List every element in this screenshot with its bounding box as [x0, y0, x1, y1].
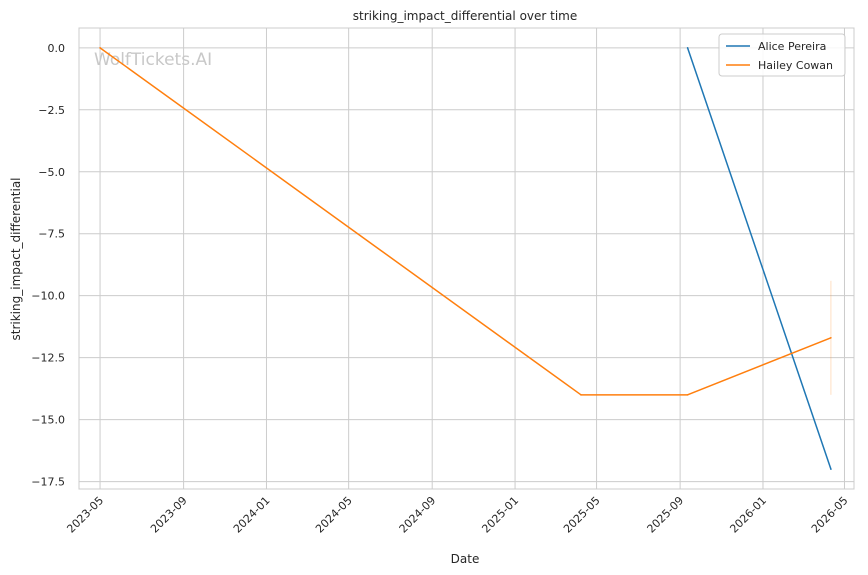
- plot-border: [78, 27, 855, 490]
- y-tick-label: −5.0: [38, 166, 65, 179]
- legend-label-hailey-cowan: Hailey Cowan: [758, 59, 833, 72]
- legend-box: [718, 33, 846, 77]
- y-tick-label: −7.5: [38, 228, 65, 241]
- y-axis-title: striking_impact_differential: [9, 177, 23, 340]
- series-line-hailey-cowan: [99, 47, 832, 396]
- y-tick-label: −2.5: [38, 104, 65, 117]
- grid-lines: [79, 28, 854, 489]
- data-point-hailey-cowan: [99, 47, 101, 49]
- x-tick-label: 2025-01: [479, 494, 521, 536]
- x-tick-label: 2024-05: [313, 494, 355, 536]
- x-axis-title: Date: [451, 552, 480, 566]
- data-point-hailey-cowan: [580, 394, 582, 396]
- x-tick-label: 2023-05: [64, 494, 106, 536]
- x-tick-label: 2024-01: [231, 494, 273, 536]
- y-tick-label: −15.0: [31, 414, 65, 427]
- chart-title: striking_impact_differential over time: [353, 9, 578, 23]
- x-tick-label: 2026-01: [727, 494, 769, 536]
- plot-area: [79, 28, 854, 489]
- x-tick-label: 2025-09: [645, 494, 687, 536]
- x-tick-label: 2023-09: [148, 494, 190, 536]
- watermark: WolfTickets.AI: [94, 50, 212, 70]
- data-point-alice-pereira: [830, 468, 832, 470]
- x-axis: 2023-05 2023-09 2024-01 2024-05 2024-09 2025-…: [64, 494, 850, 536]
- x-tick-label: 2024-09: [397, 494, 439, 536]
- y-axis: 0.0 −2.5 −5.0 −7.5 −10.0 −12.5 −15.0 −17.5: [31, 42, 65, 489]
- data-point-hailey-cowan: [830, 337, 832, 339]
- legend-label-alice-pereira: Alice Pereira: [758, 40, 826, 53]
- y-tick-label: −12.5: [31, 352, 65, 365]
- y-tick-label: −17.5: [31, 476, 65, 489]
- y-tick-label: 0.0: [48, 42, 66, 55]
- series-layer: [99, 47, 832, 470]
- legend: Alice Pereira Hailey Cowan: [718, 33, 846, 77]
- x-tick-label: 2025-05: [561, 494, 603, 536]
- x-tick-label: 2026-05: [809, 494, 851, 536]
- y-tick-label: −10.0: [31, 290, 65, 303]
- series-line-alice-pereira: [686, 47, 832, 470]
- data-point-hailey-cowan: [686, 394, 689, 396]
- data-point-alice-pereira: [686, 47, 689, 49]
